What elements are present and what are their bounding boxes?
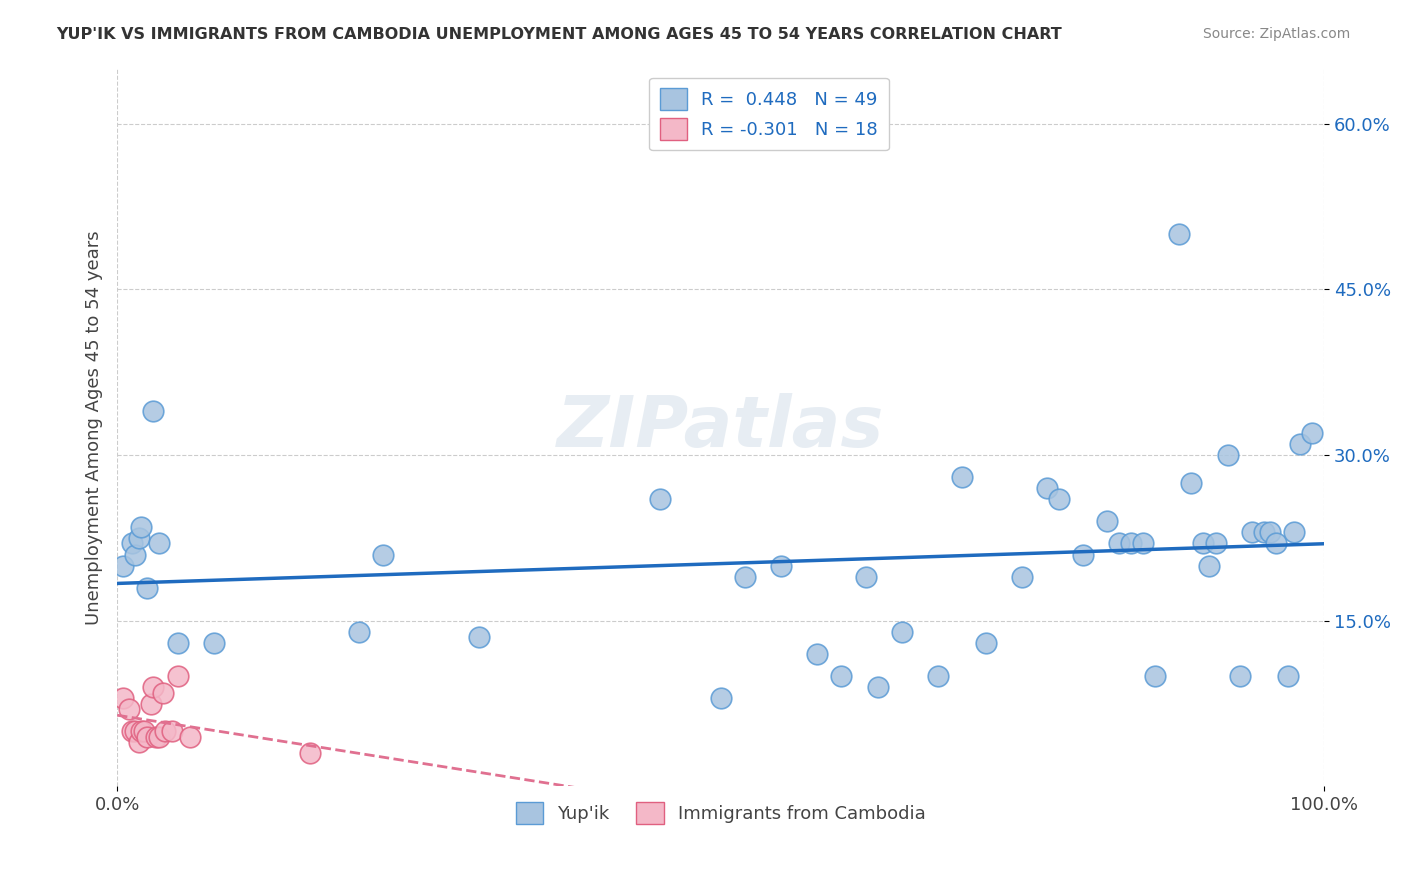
Point <box>1282 525 1305 540</box>
Point <box>148 730 170 744</box>
Y-axis label: Unemployment Among Ages 45 to 54 years: Unemployment Among Ages 45 to 54 years <box>86 230 103 624</box>
Point <box>155 724 177 739</box>
Point <box>371 548 394 562</box>
Point <box>1301 425 1323 440</box>
Point <box>299 747 322 761</box>
Point <box>1132 536 1154 550</box>
Point <box>1229 669 1251 683</box>
Point <box>1071 548 1094 562</box>
Point <box>1095 515 1118 529</box>
Point <box>1168 227 1191 242</box>
Point <box>142 404 165 418</box>
Point <box>830 669 852 683</box>
Point <box>131 520 153 534</box>
Point <box>148 536 170 550</box>
Point <box>1047 492 1070 507</box>
Point <box>128 735 150 749</box>
Point <box>124 724 146 739</box>
Point <box>1180 475 1202 490</box>
Point <box>136 581 159 595</box>
Point <box>1035 481 1057 495</box>
Point <box>1192 536 1215 550</box>
Point <box>855 569 877 583</box>
Point <box>769 558 792 573</box>
Point <box>139 697 162 711</box>
Point <box>927 669 949 683</box>
Point <box>124 548 146 562</box>
Point <box>145 730 167 744</box>
Text: ZIPatlas: ZIPatlas <box>557 393 884 462</box>
Point <box>132 724 155 739</box>
Point <box>1198 558 1220 573</box>
Point <box>710 691 733 706</box>
Point <box>1258 525 1281 540</box>
Legend: Yup'ik, Immigrants from Cambodia: Yup'ik, Immigrants from Cambodia <box>505 791 936 835</box>
Point <box>1119 536 1142 550</box>
Point <box>806 647 828 661</box>
Point <box>1216 448 1239 462</box>
Point <box>136 730 159 744</box>
Point <box>121 536 143 550</box>
Point <box>1108 536 1130 550</box>
Point <box>1240 525 1263 540</box>
Point <box>650 492 672 507</box>
Text: Source: ZipAtlas.com: Source: ZipAtlas.com <box>1202 27 1350 41</box>
Point <box>166 669 188 683</box>
Point <box>950 470 973 484</box>
Point <box>179 730 201 744</box>
Point <box>152 685 174 699</box>
Point <box>1289 437 1312 451</box>
Point <box>468 631 491 645</box>
Point <box>1277 669 1299 683</box>
Point <box>890 624 912 639</box>
Point <box>1253 525 1275 540</box>
Point <box>734 569 756 583</box>
Point <box>128 531 150 545</box>
Point <box>160 724 183 739</box>
Point <box>347 624 370 639</box>
Point <box>202 636 225 650</box>
Point <box>1144 669 1167 683</box>
Point <box>1264 536 1286 550</box>
Point <box>1205 536 1227 550</box>
Point <box>866 680 889 694</box>
Point <box>121 724 143 739</box>
Point <box>166 636 188 650</box>
Text: YUP'IK VS IMMIGRANTS FROM CAMBODIA UNEMPLOYMENT AMONG AGES 45 TO 54 YEARS CORREL: YUP'IK VS IMMIGRANTS FROM CAMBODIA UNEMP… <box>56 27 1062 42</box>
Point <box>118 702 141 716</box>
Point <box>112 691 135 706</box>
Point <box>974 636 997 650</box>
Point <box>142 680 165 694</box>
Point <box>1011 569 1033 583</box>
Point <box>131 724 153 739</box>
Point <box>112 558 135 573</box>
